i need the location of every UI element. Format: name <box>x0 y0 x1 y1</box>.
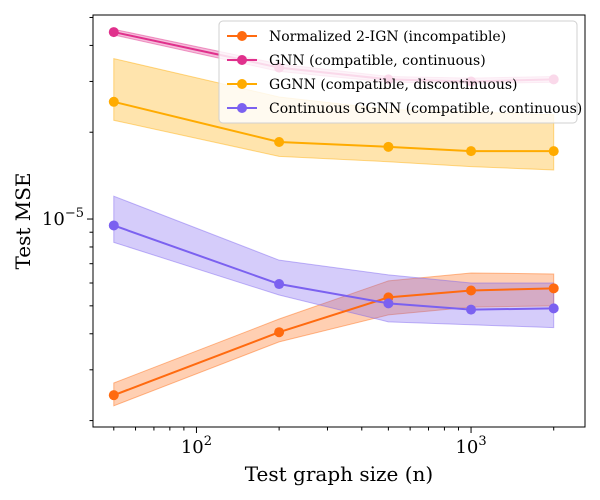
point-ggnn-compatible-discontinuous-1 <box>274 136 285 147</box>
point-continuous-ggnn-compatible-continuous-0 <box>108 220 119 231</box>
x-axis-ticks: 102 103 <box>113 427 555 458</box>
y-tick-label: 10−5 <box>42 206 84 230</box>
legend-label-normalized-2-ign-incompatible: Normalized 2-IGN (incompatible) <box>269 29 506 45</box>
point-normalized-2-ign-incompatible-0 <box>108 390 119 401</box>
x-tick-label: 102 <box>181 434 212 458</box>
legend: Normalized 2-IGN (incompatible) GNN (comp… <box>218 20 582 124</box>
point-continuous-ggnn-compatible-continuous-4 <box>548 303 559 314</box>
point-continuous-ggnn-compatible-continuous-3 <box>466 304 477 315</box>
point-continuous-ggnn-compatible-continuous-2 <box>383 298 394 309</box>
x-axis-label: Test graph size (n) <box>245 462 434 486</box>
point-ggnn-compatible-discontinuous-3 <box>466 146 477 157</box>
legend-marker-ggnn-compatible-discontinuous <box>237 79 247 89</box>
legend-marker-continuous-ggnn-compatible-continuous <box>237 103 247 113</box>
legend-marker-gnn-compatible-continuous <box>237 55 247 65</box>
legend-label-continuous-ggnn-compatible-continuous: Continuous GGNN (compatible, continuous) <box>269 101 582 117</box>
legend-marker-normalized-2-ign-incompatible <box>237 31 247 41</box>
point-ggnn-compatible-discontinuous-2 <box>383 141 394 152</box>
point-gnn-compatible-continuous-0 <box>108 27 119 38</box>
x-tick-label: 103 <box>455 434 486 458</box>
legend-box <box>218 20 578 124</box>
band-continuous-ggnn-compatible-continuous <box>113 195 555 329</box>
point-normalized-2-ign-incompatible-4 <box>548 283 559 294</box>
y-axis-ticks: 10−5 <box>42 16 93 422</box>
point-continuous-ggnn-compatible-continuous-1 <box>274 279 285 290</box>
legend-label-gnn-compatible-continuous: GNN (compatible, continuous) <box>269 53 486 69</box>
plot-frame <box>92 14 586 428</box>
legend-label-ggnn-compatible-discontinuous: GGNN (compatible, discontinuous) <box>269 77 518 93</box>
point-ggnn-compatible-discontinuous-0 <box>108 96 119 107</box>
point-normalized-2-ign-incompatible-3 <box>466 285 477 296</box>
point-normalized-2-ign-incompatible-1 <box>274 327 285 338</box>
point-ggnn-compatible-discontinuous-4 <box>548 146 559 157</box>
y-axis-label: Test MSE <box>11 172 35 269</box>
